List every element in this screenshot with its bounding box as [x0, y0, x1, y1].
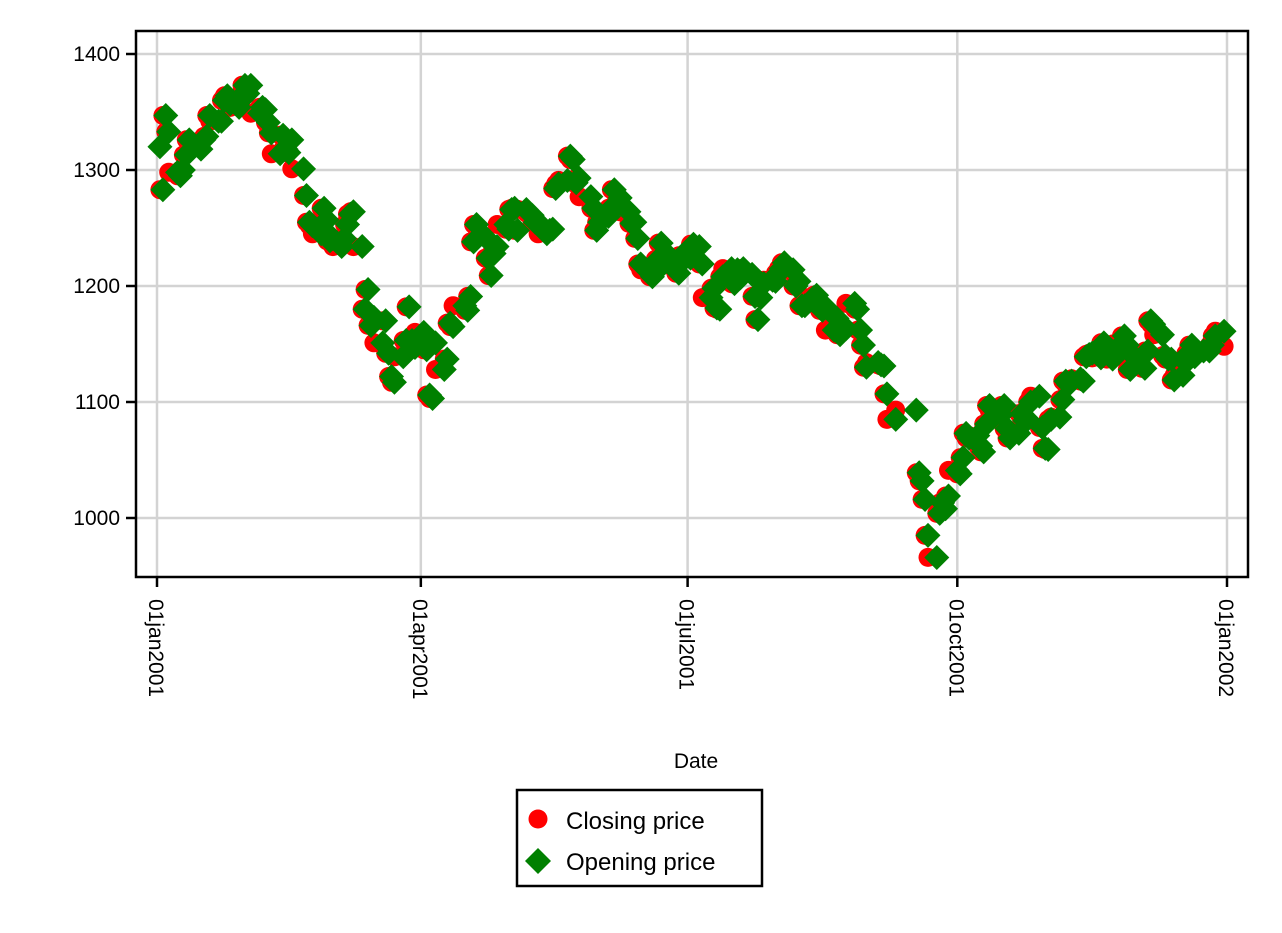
opening-price-point	[1070, 368, 1096, 394]
opening-price-point	[947, 461, 973, 487]
opening-price-point	[1135, 338, 1161, 364]
opening-price-point	[355, 276, 381, 302]
x-tick-label-01oct2001: 01oct2001	[944, 599, 967, 697]
opening-price-point	[912, 486, 938, 512]
plot-frame	[134, 29, 1250, 579]
opening-price-point	[349, 234, 375, 260]
opening-price-point	[420, 386, 446, 412]
opening-price-point	[434, 346, 460, 372]
opening-price-point	[440, 314, 466, 340]
opening-price-point	[874, 381, 900, 407]
opening-price-point	[924, 544, 950, 570]
legend-opening-label: Opening price	[566, 849, 715, 876]
opening-price-point	[478, 263, 504, 289]
y-tick-label-1400: 1400	[73, 43, 120, 66]
opening-price-point	[153, 102, 179, 128]
opening-price-point	[1026, 383, 1052, 409]
opening-price-point	[915, 522, 941, 548]
x-axis-title: Date	[674, 750, 718, 773]
opening-price-point	[458, 283, 484, 309]
x-tick-label-01jan2001: 01jan2001	[144, 599, 167, 697]
opening-price-point	[156, 119, 182, 145]
x-tick-label-01apr2001: 01apr2001	[408, 599, 431, 699]
opening-price-point	[150, 177, 176, 203]
opening-price-point	[1047, 404, 1073, 430]
opening-price-point	[1035, 437, 1061, 463]
opening-price-point	[381, 369, 407, 395]
opening-price-point	[991, 392, 1017, 418]
closing-price-points	[150, 75, 1234, 567]
opening-price-point	[540, 216, 566, 242]
x-tick-label-01jan2002: 01jan2002	[1214, 599, 1237, 697]
opening-price-point	[291, 156, 317, 182]
opening-price-points	[147, 72, 1237, 570]
y-tick-label-1300: 1300	[73, 159, 120, 182]
opening-price-point	[622, 209, 648, 235]
opening-price-point	[566, 165, 592, 191]
opening-price-point	[833, 316, 859, 342]
opening-price-point	[505, 217, 531, 243]
opening-price-point	[396, 294, 422, 320]
opening-price-point	[786, 268, 812, 294]
legend-closing-label: Closing price	[566, 808, 705, 835]
opening-price-point	[666, 260, 692, 286]
opening-price-point	[971, 439, 997, 465]
opening-price-point	[936, 483, 962, 509]
opening-price-point	[340, 199, 366, 225]
opening-price-point	[194, 123, 220, 149]
x-axis: 01jan2001 01apr2001 01jul2001 01oct2001 01ja…	[144, 577, 1237, 699]
y-tick-label-1100: 1100	[75, 391, 120, 414]
opening-price-point	[845, 296, 871, 322]
opening-price-point	[279, 127, 305, 153]
opening-price-point	[484, 234, 510, 260]
opening-price-point	[686, 234, 712, 260]
opening-price-point	[238, 72, 264, 98]
legend-opening-marker	[525, 848, 551, 874]
opening-price-point	[422, 330, 448, 356]
opening-price-point	[560, 147, 586, 173]
opening-price-point	[850, 332, 876, 358]
opening-price-point	[208, 108, 234, 134]
opening-price-point	[950, 445, 976, 471]
grid-lines	[136, 31, 1248, 577]
opening-price-point	[373, 308, 399, 334]
y-axis: 1000 1100 1200 1300 1400	[73, 43, 136, 530]
opening-price-point	[871, 353, 897, 379]
legend: Closing price Opening price	[515, 788, 764, 888]
legend-closing-marker	[528, 809, 548, 829]
opening-price-point	[909, 468, 935, 494]
opening-price-point	[1211, 318, 1237, 344]
opening-price-point	[625, 225, 651, 251]
opening-price-point	[314, 207, 340, 233]
opening-price-point	[903, 397, 929, 423]
opening-price-point	[1150, 322, 1176, 348]
opening-price-point	[745, 307, 771, 333]
opening-price-point	[294, 183, 320, 209]
opening-price-point	[689, 251, 715, 277]
y-tick-label-1000: 1000	[73, 507, 120, 530]
opening-price-point	[1132, 355, 1158, 381]
opening-price-point	[707, 296, 733, 322]
opening-price-point	[883, 406, 909, 432]
x-tick-label-01jul2001: 01jul2001	[675, 599, 698, 690]
y-tick-label-1200: 1200	[73, 275, 120, 298]
legend-box	[515, 788, 764, 888]
